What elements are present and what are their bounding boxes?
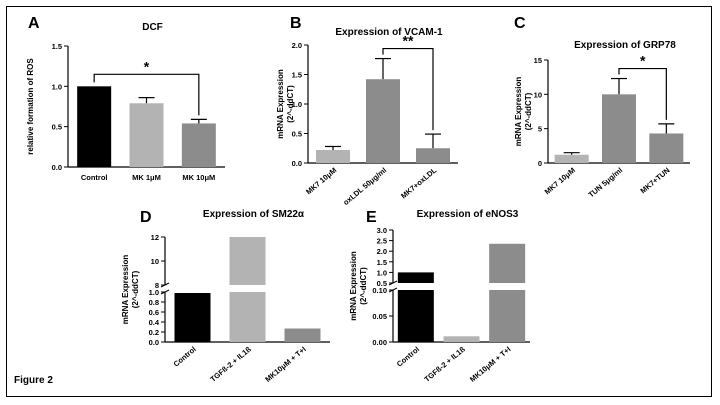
category-label: MK7+oxLDL — [399, 165, 438, 200]
panel-title: Expression of VCAM-1 — [335, 27, 443, 38]
category-label: TUN 5μg/ml — [587, 166, 625, 200]
y-tick-label: 0.5 — [377, 279, 387, 288]
y-tick-label: 0.2 — [149, 328, 159, 337]
panel-label: B — [290, 15, 302, 32]
y-tick-label: 10 — [534, 90, 542, 99]
y-axis-label: mRNA Expression(2^-ddCT) — [349, 251, 368, 321]
y-tick-label: 1.5 — [377, 258, 387, 267]
bar — [181, 123, 216, 167]
y-tick-label: 0.8 — [149, 298, 159, 307]
panel-a: A DCF relative formation of ROS 0.0 0.5 1.0 1.… — [26, 15, 225, 182]
category-label: MK 10μM — [182, 173, 215, 182]
panel-title: Expression of eNOS3 — [417, 209, 519, 220]
y-tick-label: 15 — [534, 56, 542, 65]
bar-upper-segment — [229, 237, 266, 285]
bar — [443, 336, 480, 342]
category-label: MK7 10μM — [543, 166, 577, 197]
y-tick-label: 0.05 — [372, 312, 387, 321]
significance-marker: ** — [403, 33, 414, 49]
panel-e: E Expression of eNOS3 mRNA Expression(2^-d… — [349, 209, 530, 384]
y-tick-label: 0.10 — [372, 286, 387, 295]
y-tick-label: 12 — [151, 233, 159, 242]
y-tick-label: 5 — [538, 125, 542, 134]
category-label: MK7+TUN — [639, 166, 672, 196]
panel-c: C Expression of GRP78 mRNA Expression(2^-d… — [514, 15, 690, 199]
y-tick-label: 1.0 — [52, 82, 62, 91]
y-tick-label: 0.00 — [372, 338, 387, 347]
bar-upper-segment — [397, 272, 434, 283]
category-label: Control — [395, 345, 421, 369]
category-label: Control — [81, 173, 108, 182]
bar — [284, 328, 321, 342]
category-label: MK10μM + T+I — [263, 345, 307, 384]
bar-lower-segment — [229, 292, 266, 342]
figure-caption: Figure 2 — [14, 375, 53, 386]
category-label: TGFß-2 + IL1ß — [423, 344, 468, 383]
significance-marker: * — [640, 53, 646, 69]
y-tick-label: 1.5 — [292, 71, 302, 80]
bar — [174, 293, 211, 342]
figure-frame — [6, 6, 712, 397]
y-axis-label: mRNA Expression(2^-ddCT) — [514, 77, 533, 147]
significance-bracket — [93, 73, 200, 116]
category-label: TGFß-2 + IL1ß — [209, 344, 254, 383]
significance-bracket — [618, 67, 667, 120]
bar — [77, 86, 112, 167]
panel-b: B Expression of VCAM-1 mRNA Expression(2^-… — [276, 15, 458, 207]
bar — [649, 133, 684, 163]
panel-label: D — [140, 209, 152, 226]
category-label: MK7 10μM — [304, 166, 338, 197]
y-tick-label: 2.0 — [377, 247, 387, 256]
bar-upper-segment — [489, 243, 526, 283]
y-tick-label: 0.5 — [292, 130, 302, 139]
y-tick-label: 0.4 — [149, 318, 160, 327]
category-label: MK 1μM — [132, 173, 161, 182]
y-axis-label: relative formation of ROS — [26, 58, 35, 155]
panel-title: DCF — [142, 22, 163, 33]
y-tick-label: 1.5 — [52, 42, 62, 51]
significance-bracket — [382, 47, 434, 131]
bar — [366, 79, 400, 163]
y-tick-label: 2.0 — [292, 41, 302, 50]
y-tick-label: 2.5 — [377, 237, 387, 246]
significance-marker: * — [144, 58, 150, 74]
bar — [416, 148, 450, 163]
bar — [554, 154, 589, 163]
panel-label: C — [514, 15, 526, 32]
panel-label: A — [28, 15, 40, 32]
y-tick-label: 0.5 — [52, 123, 62, 132]
panel-label: E — [366, 209, 377, 226]
category-label: Control — [172, 345, 198, 369]
bar — [602, 94, 636, 163]
panel-title: Expression of SM22α — [203, 209, 305, 220]
y-tick-label: 1.0 — [149, 288, 159, 297]
panel-title: Expression of GRP78 — [574, 40, 676, 51]
y-tick-label: 0 — [538, 159, 542, 168]
bar-lower-segment — [489, 290, 526, 342]
y-axis-label: mRNA Expression(2^-ddCT) — [121, 255, 140, 325]
panel-d: D Expression of SM22α mRNA Expression(2^-d… — [121, 209, 330, 384]
y-tick-label: 0.0 — [149, 338, 159, 347]
y-tick-label: 10 — [151, 257, 159, 266]
category-label: oxLDL 50μg/ml — [341, 166, 388, 207]
y-tick-label: 0.0 — [52, 163, 62, 172]
bar-lower-segment — [397, 290, 434, 342]
y-tick-label: 0.0 — [292, 159, 302, 168]
y-tick-label: 0.6 — [149, 308, 159, 317]
bar — [129, 103, 164, 167]
y-tick-label: 3.0 — [377, 226, 387, 235]
y-axis-label: mRNA Expression(2^-ddCT) — [276, 69, 295, 139]
y-tick-label: 1.0 — [377, 268, 387, 277]
y-tick-label: 8 — [155, 281, 159, 290]
y-tick-label: 1.0 — [292, 100, 302, 109]
bar — [316, 150, 350, 163]
category-label: MK10μM + T+I — [468, 345, 512, 384]
